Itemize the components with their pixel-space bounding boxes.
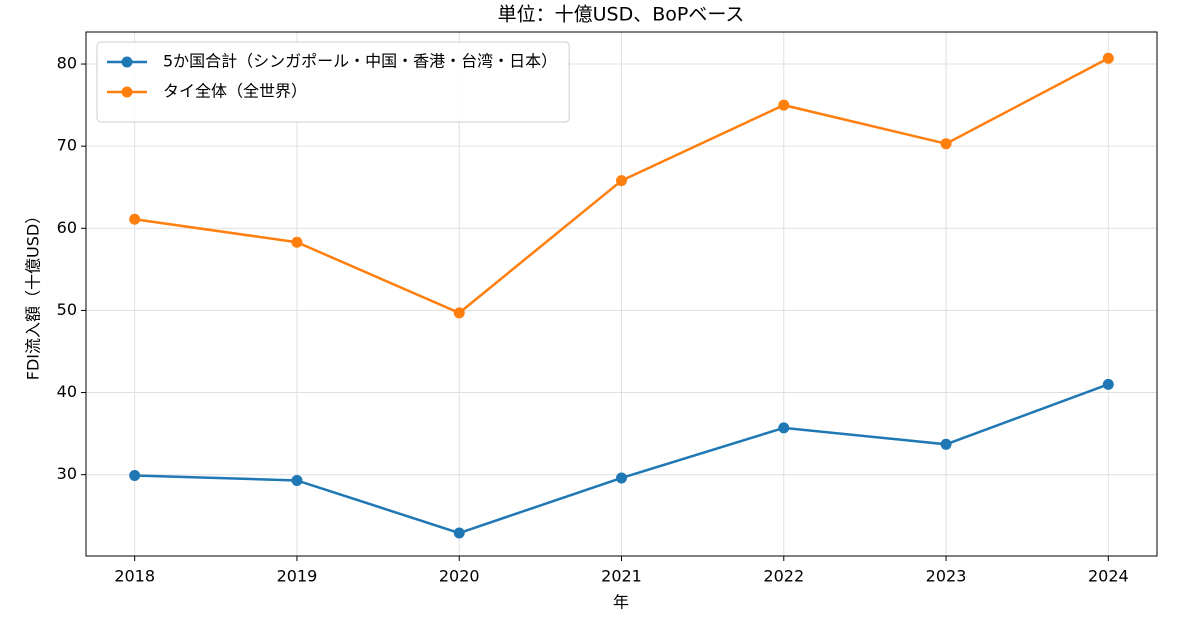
x-tick-label: 2020 bbox=[439, 567, 480, 586]
y-tick-label: 80 bbox=[57, 54, 77, 73]
legend: 5か国合計（シンガポール・中国・香港・台湾・日本） タイ全体（全世界） bbox=[96, 41, 570, 123]
point bbox=[616, 472, 627, 484]
x-tick-label: 2021 bbox=[601, 567, 642, 586]
y-axis-label: FDI流入額（十億USD） bbox=[24, 208, 43, 380]
point bbox=[778, 99, 790, 111]
point bbox=[616, 175, 627, 187]
y-tick-label: 70 bbox=[57, 136, 77, 155]
legend-label: タイ全体（全世界） bbox=[163, 82, 307, 101]
x-tick-label: 2018 bbox=[114, 567, 155, 586]
legend-box bbox=[96, 41, 570, 123]
x-tick-label: 2024 bbox=[1088, 567, 1129, 586]
point bbox=[291, 236, 303, 248]
point bbox=[940, 438, 952, 450]
point bbox=[940, 138, 952, 150]
y-tick-label: 30 bbox=[57, 464, 77, 483]
point bbox=[291, 474, 303, 486]
point bbox=[1102, 52, 1114, 64]
point bbox=[778, 422, 790, 434]
x-tick-label: 2023 bbox=[926, 567, 967, 586]
y-tick-label: 60 bbox=[57, 218, 77, 237]
legend-marker bbox=[121, 56, 133, 68]
y-tick-label: 50 bbox=[57, 300, 77, 319]
x-axis-label: 年 bbox=[613, 593, 629, 612]
legend-marker bbox=[121, 86, 133, 98]
chart-title: 単位：十億USD、BoPベース bbox=[498, 4, 745, 26]
point bbox=[129, 213, 141, 225]
x-tick-label: 2019 bbox=[277, 567, 318, 586]
y-tick-label: 40 bbox=[57, 382, 77, 401]
point bbox=[129, 470, 141, 482]
point bbox=[453, 307, 465, 319]
legend-label: 5か国合計（シンガポール・中国・香港・台湾・日本） bbox=[163, 52, 557, 71]
point bbox=[1102, 378, 1114, 390]
x-tick-label: 2022 bbox=[763, 567, 804, 586]
point bbox=[453, 527, 465, 539]
plot-frame bbox=[85, 31, 1158, 557]
